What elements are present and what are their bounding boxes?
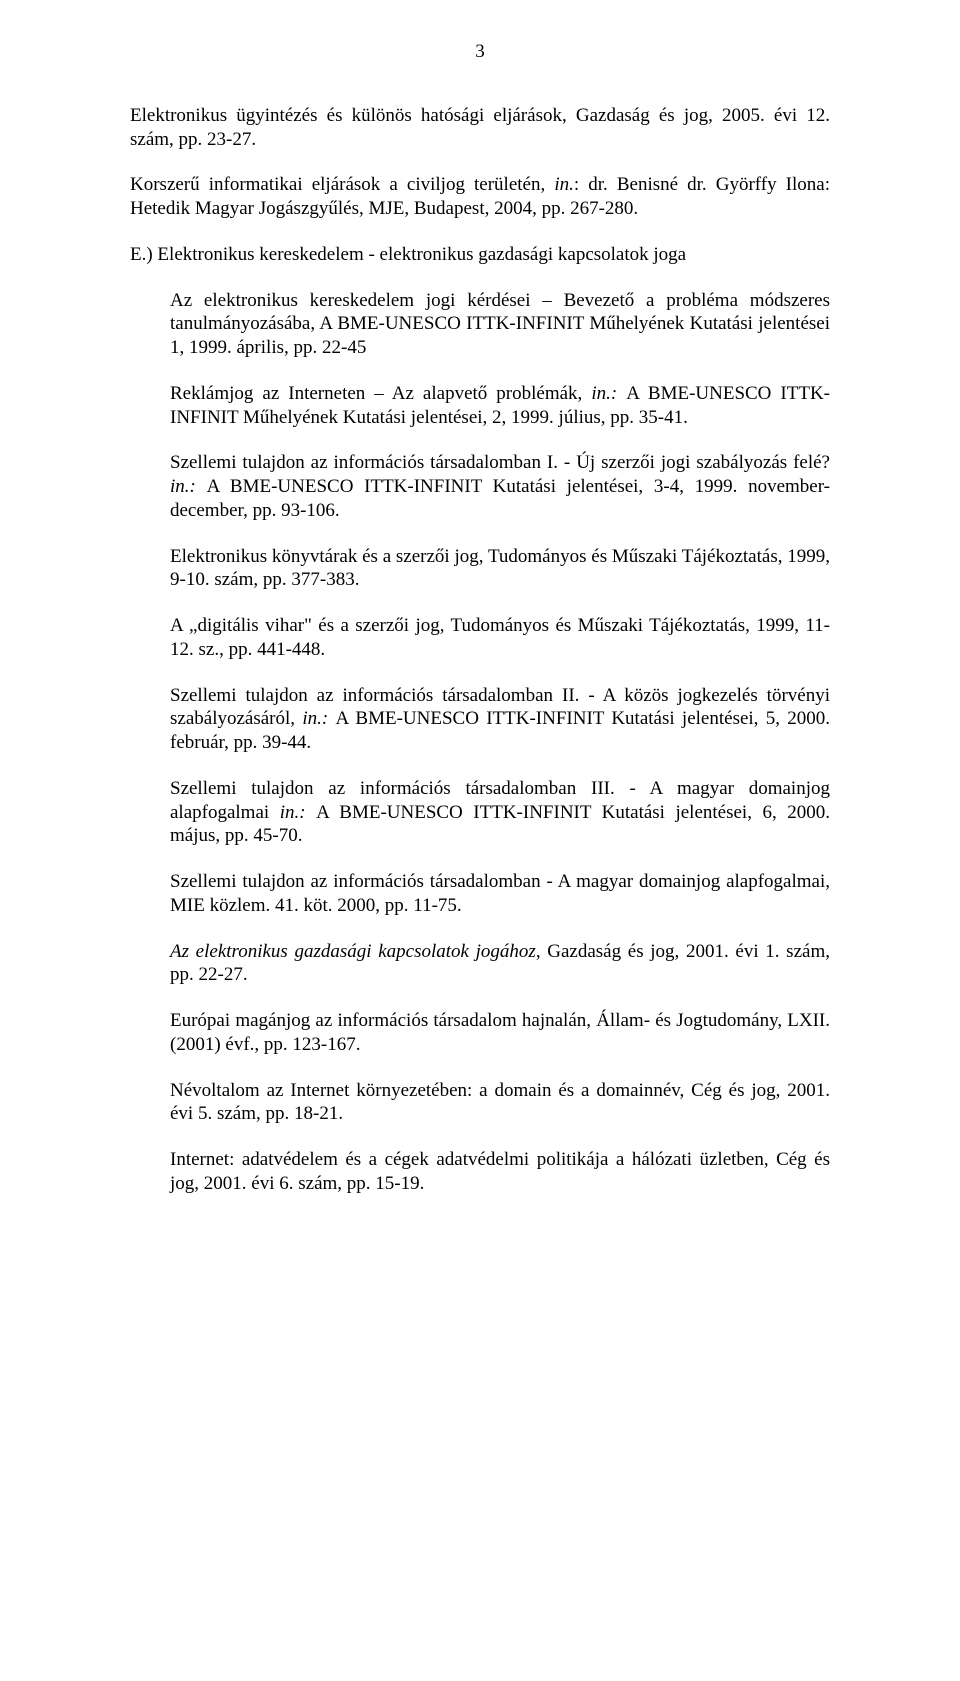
paragraph-2: Korszerű informatikai eljárások a civilj… bbox=[130, 173, 830, 221]
paragraph-7: A „digitális vihar" és a szerzői jog, Tu… bbox=[170, 614, 830, 662]
in-italic: in.: bbox=[170, 476, 207, 497]
text: Reklámjog az Interneten – Az alapvető pr… bbox=[170, 383, 591, 404]
text: Korszerű informatikai eljárások a civilj… bbox=[130, 174, 554, 195]
paragraph-12: Európai magánjog az információs társadal… bbox=[170, 1009, 830, 1057]
title-text: A „digitális vihar" és a szerzői jog bbox=[170, 615, 440, 636]
title-text: Névoltalom az Internet környezetében: a … bbox=[170, 1080, 680, 1101]
paragraph-3: Az elektronikus kereskedelem jogi kérdés… bbox=[170, 289, 830, 360]
title-text: Európai magánjog az információs társadal… bbox=[170, 1010, 586, 1031]
paragraph-11: Az elektronikus gazdasági kapcsolatok jo… bbox=[170, 940, 830, 988]
paragraph-5: Szellemi tulajdon az információs társada… bbox=[170, 451, 830, 522]
paragraph-10: Szellemi tulajdon az információs társada… bbox=[170, 870, 830, 918]
title-text: Elektronikus könyvtárak és a szerzői jog bbox=[170, 546, 479, 567]
in-italic: in.: bbox=[302, 708, 335, 729]
paragraph-8: Szellemi tulajdon az információs társada… bbox=[170, 684, 830, 755]
paragraph-9: Szellemi tulajdon az információs társada… bbox=[170, 777, 830, 848]
in-italic: in.: bbox=[280, 802, 316, 823]
title-text: Szellemi tulajdon az információs társada… bbox=[170, 871, 825, 892]
in-italic: in.: bbox=[591, 383, 626, 404]
text: Szellemi tulajdon az információs társada… bbox=[170, 452, 830, 473]
in-italic: in. bbox=[554, 174, 574, 195]
paragraph-14: Internet: adatvédelem és a cégek adatvéd… bbox=[170, 1148, 830, 1196]
paragraph-1: Elektronikus ügyintézés és különös hatós… bbox=[130, 104, 830, 152]
text: Az elektronikus kereskedelem jogi kérdés… bbox=[170, 290, 830, 359]
title-italic: Elektronikus ügyintézés és különös hatós… bbox=[130, 105, 562, 126]
paragraph-4: Reklámjog az Interneten – Az alapvető pr… bbox=[170, 382, 830, 430]
title-text: Internet: adatvédelem és a cégek adatvéd… bbox=[170, 1149, 764, 1170]
section-heading-e: E.) Elektronikus kereskedelem - elektron… bbox=[130, 243, 830, 267]
citation-text: A BME-UNESCO ITTK-INFINIT Kutatási jelen… bbox=[170, 476, 830, 521]
paragraph-13: Névoltalom az Internet környezetében: a … bbox=[170, 1079, 830, 1127]
title-italic: Az elektronikus gazdasági kapcsolatok jo… bbox=[170, 941, 536, 962]
paragraph-6: Elektronikus könyvtárak és a szerzői jog… bbox=[170, 545, 830, 593]
page-number: 3 bbox=[130, 40, 830, 64]
